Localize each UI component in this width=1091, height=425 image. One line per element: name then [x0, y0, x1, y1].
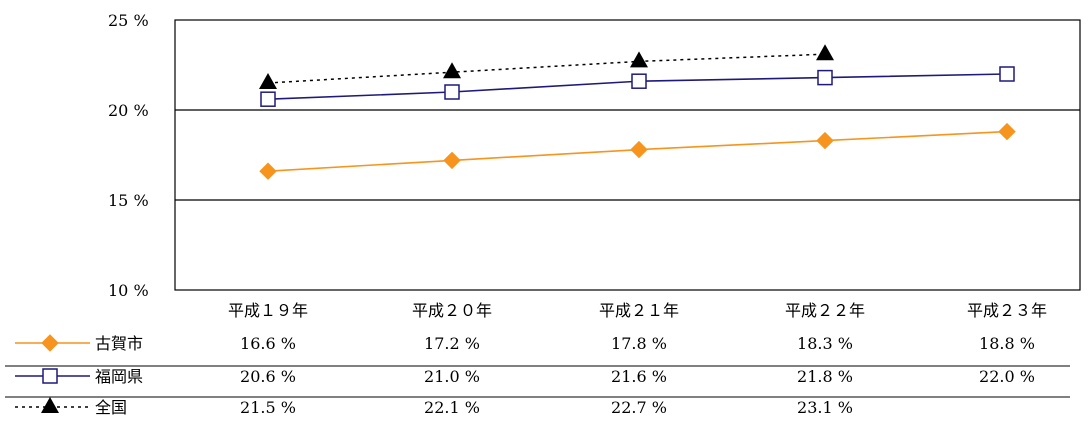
data-label: 23.1 %	[797, 398, 853, 417]
data-label: 20.6 %	[240, 367, 296, 386]
data-point	[816, 44, 834, 61]
plot-border	[174, 19, 1081, 291]
x-axis-category-labels: 平成１９年 平成２０年 平成２１年 平成２２年 平成２３年	[228, 301, 1047, 320]
data-label: 22.0 %	[979, 367, 1035, 386]
y-axis-tick-labels: 10 % 15 % 20 % 25 %	[108, 11, 149, 300]
x-category-label: 平成２１年	[599, 301, 679, 320]
legend-key	[15, 397, 90, 413]
legend-marker	[41, 334, 59, 352]
data-point	[259, 73, 277, 89]
plot-area	[174, 19, 1081, 291]
data-label: 18.8 %	[979, 334, 1035, 353]
data-point	[817, 69, 833, 86]
data-label: 16.6 %	[240, 334, 296, 353]
x-category-label: 平成２０年	[412, 301, 492, 320]
legend-marker	[42, 368, 58, 384]
series-3	[259, 44, 834, 89]
data-point	[260, 91, 276, 107]
data-label: 21.8 %	[797, 367, 853, 386]
data-label: 21.0 %	[424, 367, 480, 386]
legend-marker	[41, 397, 59, 413]
series-2	[260, 66, 1015, 107]
series-name-label: 全国	[95, 398, 127, 417]
data-label: 22.7 %	[611, 398, 667, 417]
data-point	[630, 51, 648, 68]
series-1	[259, 122, 1016, 180]
y-tick-label: 25 %	[108, 11, 149, 30]
data-point	[816, 131, 834, 150]
x-category-label: 平成２２年	[785, 301, 865, 320]
data-label: 17.8 %	[611, 334, 667, 353]
data-point	[443, 151, 461, 170]
series-layer	[259, 44, 1016, 180]
legend-key	[15, 334, 90, 352]
data-point	[998, 122, 1016, 141]
series-name-label: 古賀市	[95, 334, 143, 353]
data-label: 22.1 %	[424, 398, 480, 417]
data-label: 18.3 %	[797, 334, 853, 353]
data-point	[259, 162, 277, 180]
data-point	[999, 66, 1015, 82]
data-point	[630, 140, 648, 159]
data-label: 21.6 %	[611, 367, 667, 386]
y-tick-label: 15 %	[108, 191, 149, 210]
gridlines	[175, 109, 1080, 201]
data-table: 古賀市 16.6 % 17.2 % 17.8 % 18.3 % 18.8 % 福岡県 20.6…	[5, 334, 1070, 417]
data-label: 17.2 %	[424, 334, 480, 353]
y-tick-label: 10 %	[108, 281, 149, 300]
data-label: 21.5 %	[240, 398, 296, 417]
series-line	[267, 53, 826, 84]
data-point	[443, 62, 461, 79]
data-point	[631, 73, 647, 89]
data-point	[444, 84, 460, 100]
x-category-label: 平成１９年	[228, 301, 308, 320]
x-category-label: 平成２３年	[967, 301, 1047, 320]
y-tick-label: 20 %	[108, 101, 149, 120]
series-name-label: 福岡県	[95, 367, 143, 386]
legend-key	[15, 368, 90, 384]
